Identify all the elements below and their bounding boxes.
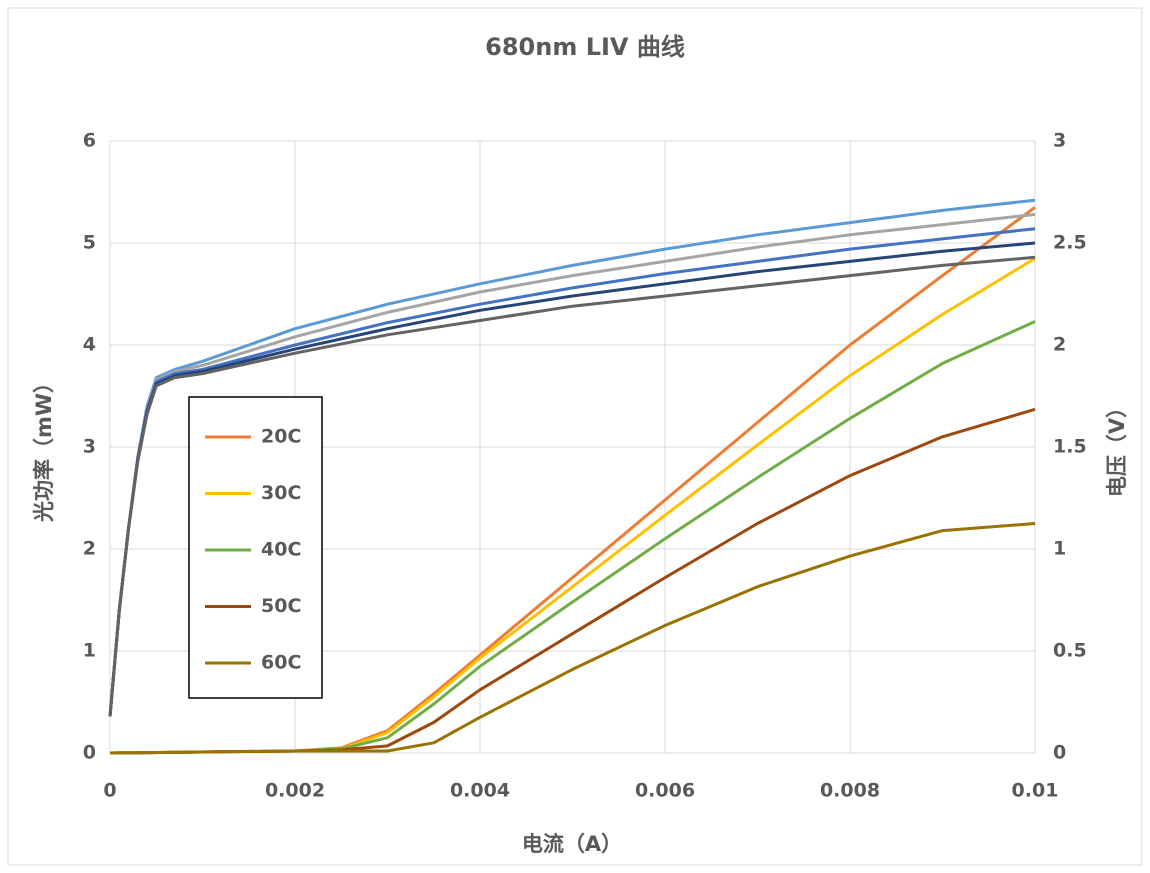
y2-tick-label: 2 <box>1053 334 1066 356</box>
y2-tick-label: 0 <box>1053 742 1066 764</box>
y-tick-label: 5 <box>83 232 96 254</box>
legend-label: 20C <box>261 426 301 448</box>
legend-label: 30C <box>261 482 301 504</box>
y-tick-label: 1 <box>83 640 96 662</box>
y-tick-label: 3 <box>83 436 96 458</box>
legend-box <box>188 396 323 699</box>
x-tick-label: 0.004 <box>450 780 510 802</box>
legend: 20C 30C 40C 50C 60C <box>188 396 323 699</box>
chart-title: 680nm LIV 曲线 <box>485 33 685 61</box>
y2-tick-label: 0.5 <box>1053 640 1087 662</box>
chart-frame <box>7 7 1143 866</box>
y2-axis-title: 电压（V） <box>1105 397 1129 497</box>
y2-tick-label: 2.5 <box>1053 232 1087 254</box>
y-tick-label: 4 <box>83 334 96 356</box>
x-tick-label: 0.006 <box>635 780 695 802</box>
y-tick-label: 6 <box>83 130 96 152</box>
x-axis-title: 电流（A） <box>522 832 622 856</box>
y-tick-label: 0 <box>83 742 96 764</box>
y2-tick-label: 1 <box>1053 538 1066 560</box>
y-axis-title: 光功率（mW） <box>32 372 56 523</box>
legend-label: 60C <box>261 652 301 674</box>
y2-tick-label: 1.5 <box>1053 436 1087 458</box>
series-line <box>109 522 1036 755</box>
x-tick-label: 0.01 <box>1012 780 1059 802</box>
x-tick-label: 0.008 <box>820 780 880 802</box>
y-tick-label: 2 <box>83 538 96 560</box>
legend-label: 40C <box>261 539 301 561</box>
x-tick-label: 0 <box>103 780 116 802</box>
x-tick-label: 0.002 <box>265 780 325 802</box>
legend-label: 50C <box>261 595 301 617</box>
series-line <box>108 255 1036 717</box>
y2-tick-label: 3 <box>1053 130 1066 152</box>
